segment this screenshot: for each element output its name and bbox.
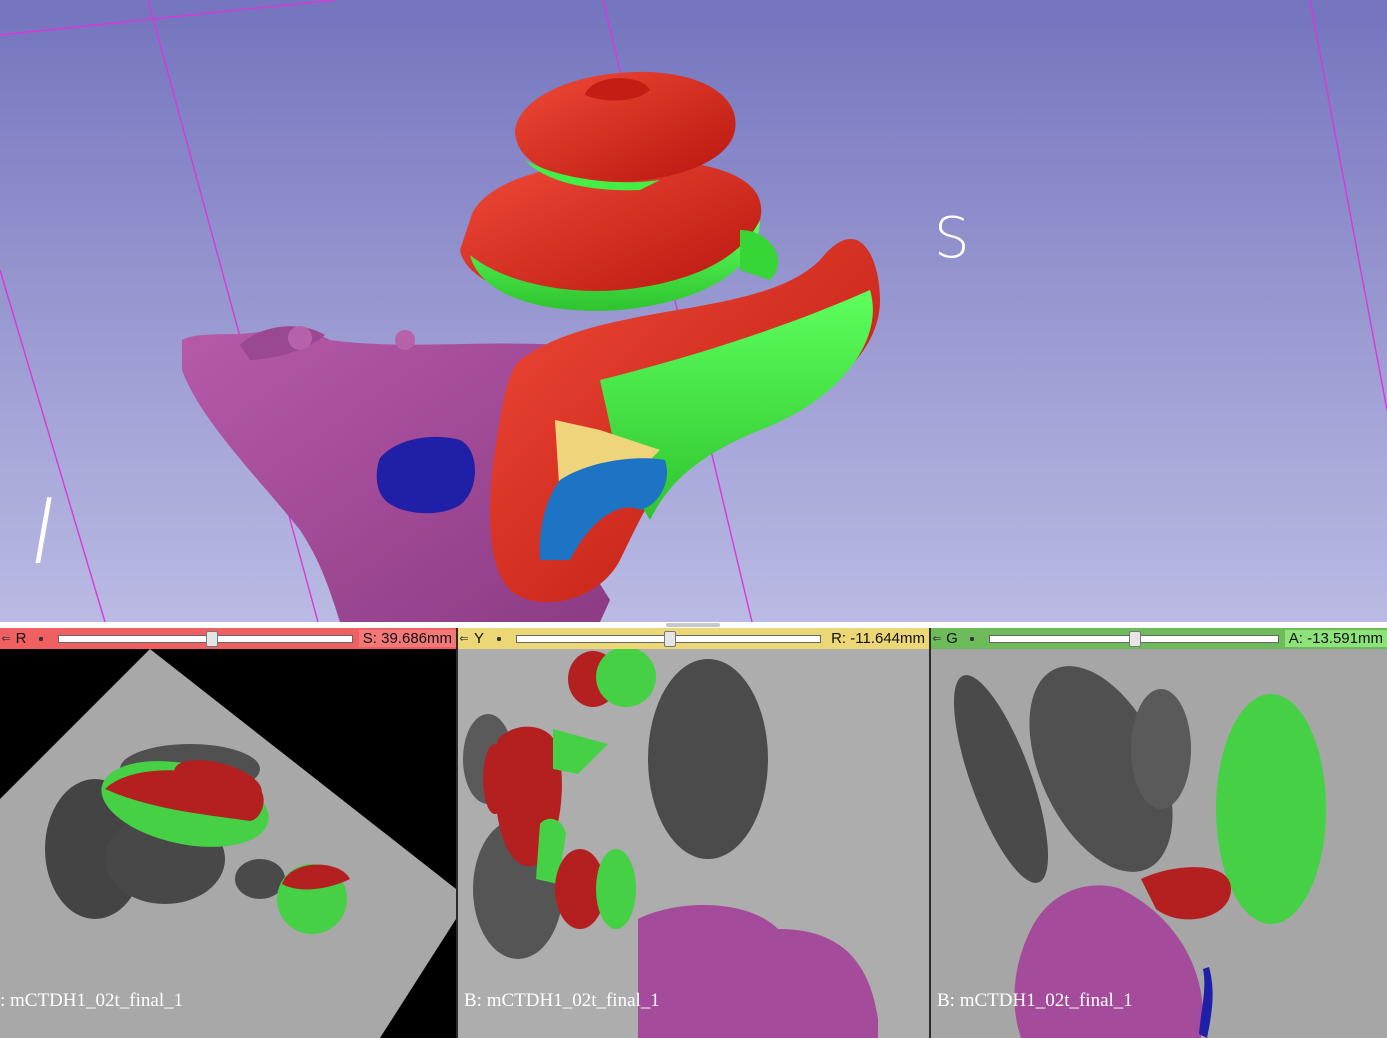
pin-icon[interactable]: ⇐ [932, 633, 942, 645]
green-slice-controller: ⇐ G A: -13.591mm [931, 628, 1387, 649]
slice-view-name: R [15, 630, 27, 647]
orientation-label-superior: S [934, 206, 970, 271]
ct-slice-image [458, 649, 929, 1038]
pin-icon[interactable]: ⇐ [1, 633, 11, 645]
slice-offset-value[interactable]: S: 39.686mm [358, 630, 456, 647]
link-icon[interactable] [30, 633, 52, 644]
slice-offset-slider[interactable] [516, 630, 822, 647]
slider-handle[interactable] [1128, 630, 1141, 647]
splitter-handle[interactable] [666, 623, 720, 627]
round-window-model [376, 436, 475, 514]
red-slice-controller: ⇐ R S: 39.686mm [0, 628, 456, 649]
slider-handle[interactable] [206, 630, 219, 647]
background-volume-label: : mCTDH1_02t_final_1 [0, 990, 184, 1011]
yellow-slice-view[interactable]: ⇐ Y R: -11.644mm B: mCTDH1_02t_final_1 [458, 628, 929, 1038]
slice-offset-slider[interactable] [58, 630, 353, 647]
slice-view-name: Y [473, 630, 484, 647]
green-slice-view[interactable]: ⇐ G A: -13.591mm B: mCTDH1_02t_final_1 [931, 628, 1387, 1038]
background-volume-label: B: mCTDH1_02t_final_1 [464, 990, 660, 1011]
slice-view-name: G [946, 630, 958, 647]
pin-icon[interactable]: ⇐ [459, 633, 469, 645]
slice-separator [929, 628, 931, 1038]
3d-view[interactable]: S I [0, 0, 1387, 622]
ct-slice-image [0, 649, 456, 1038]
slider-handle[interactable] [663, 630, 676, 647]
background-volume-label: B: mCTDH1_02t_final_1 [937, 990, 1133, 1011]
slice-offset-value[interactable]: R: -11.644mm [831, 630, 925, 647]
slice-offset-slider[interactable] [989, 630, 1279, 647]
yellow-slice-controller: ⇐ Y R: -11.644mm [458, 628, 929, 649]
link-icon[interactable] [488, 633, 510, 644]
cochlea-model [460, 71, 880, 603]
3d-render [0, 0, 1387, 622]
slice-separator [456, 628, 458, 1038]
slice-offset-value[interactable]: A: -13.591mm [1284, 630, 1387, 647]
red-slice-view[interactable]: ⇐ R S: 39.686mm : mCTDH1_02t_final_1 [0, 628, 456, 1038]
link-icon[interactable] [961, 633, 983, 644]
ct-slice-image [931, 649, 1387, 1038]
